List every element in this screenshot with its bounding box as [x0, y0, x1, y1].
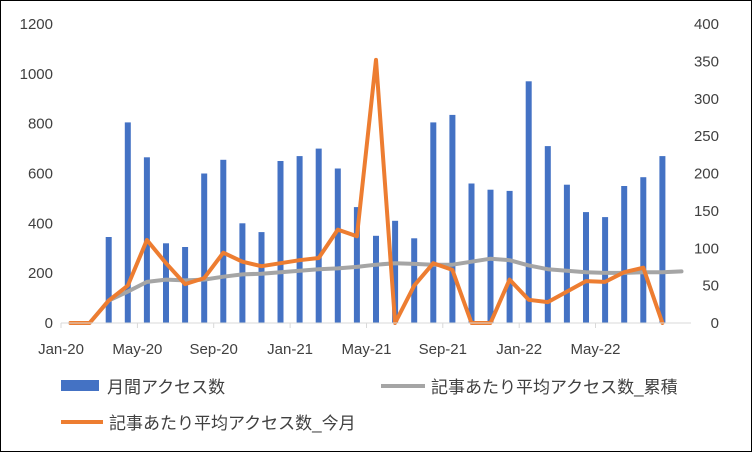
legend-item-monthly-average[interactable]: 記事あたり平均アクセス数_今月 — [61, 414, 356, 433]
legend-swatch-bar — [61, 380, 99, 391]
bar — [373, 236, 379, 323]
legend-label-monthly-access: 月間アクセス数 — [107, 378, 225, 397]
y-left-tick-label: 800 — [28, 116, 53, 133]
x-tick-label: Jan-21 — [267, 341, 313, 358]
bar — [640, 177, 646, 323]
y-right-tick-label: 400 — [694, 16, 719, 33]
bar — [297, 156, 303, 323]
bar — [659, 156, 665, 323]
y-left-tick-label: 1200 — [20, 16, 53, 33]
bar — [526, 81, 532, 323]
y-left-ticks: 0 200 400 600 800 1000 1200 — [20, 16, 53, 332]
y-left-tick-label: 1000 — [20, 66, 53, 83]
legend-item-cumulative-average[interactable]: 記事あたり平均アクセス数_累積 — [381, 378, 678, 397]
x-tick-label: Sep-20 — [190, 341, 238, 358]
x-tick-label: May-20 — [112, 341, 162, 358]
y-right-tick-label: 100 — [694, 240, 719, 257]
y-right-tick-label: 150 — [694, 203, 719, 220]
bar — [449, 115, 455, 323]
bar — [316, 149, 322, 323]
bar — [201, 174, 207, 324]
bar — [430, 122, 436, 323]
y-right-tick-label: 0 — [711, 315, 719, 332]
y-left-tick-label: 400 — [28, 215, 53, 232]
y-right-ticks: 0 50 100 150 200 250 300 350 400 — [694, 16, 719, 332]
bar — [602, 217, 608, 323]
bar — [220, 160, 226, 323]
y-left-tick-label: 200 — [28, 265, 53, 282]
x-tick-label: Jan-20 — [38, 341, 84, 358]
legend-label-cumulative-average: 記事あたり平均アクセス数_累積 — [431, 378, 678, 397]
bar — [583, 212, 589, 323]
bar — [564, 185, 570, 323]
y-right-tick-label: 350 — [694, 53, 719, 70]
legend: 月間アクセス数 記事あたり平均アクセス数_累積 記事あたり平均アクセス数_今月 — [61, 378, 678, 433]
bar — [469, 184, 475, 324]
bar — [278, 161, 284, 323]
y-right-tick-label: 250 — [694, 128, 719, 145]
y-right-tick-label: 200 — [694, 166, 719, 183]
y-right-tick-label: 50 — [702, 278, 719, 295]
bar — [621, 186, 627, 323]
x-tick-label: Sep-21 — [419, 341, 467, 358]
x-tick-label: May-21 — [341, 341, 391, 358]
bar — [259, 232, 265, 323]
legend-label-monthly-average: 記事あたり平均アクセス数_今月 — [109, 414, 356, 433]
y-left-tick-label: 0 — [45, 315, 53, 332]
bar — [163, 243, 169, 323]
bar — [507, 191, 513, 323]
monthly-line — [71, 60, 663, 323]
y-right-tick-label: 300 — [694, 91, 719, 108]
y-left-tick-label: 600 — [28, 166, 53, 183]
x-tick-label: May-22 — [570, 341, 620, 358]
bar — [545, 146, 551, 323]
monthly-line-series — [70, 60, 662, 323]
x-tick-label: Jan-22 — [496, 341, 542, 358]
x-ticks: Jan-20 May-20 Sep-20 Jan-21 May-21 Sep-21 Jan-… — [38, 323, 620, 358]
bar — [488, 190, 494, 323]
bar — [106, 237, 112, 323]
legend-item-monthly-access[interactable]: 月間アクセス数 — [61, 378, 225, 397]
bar — [335, 169, 341, 324]
